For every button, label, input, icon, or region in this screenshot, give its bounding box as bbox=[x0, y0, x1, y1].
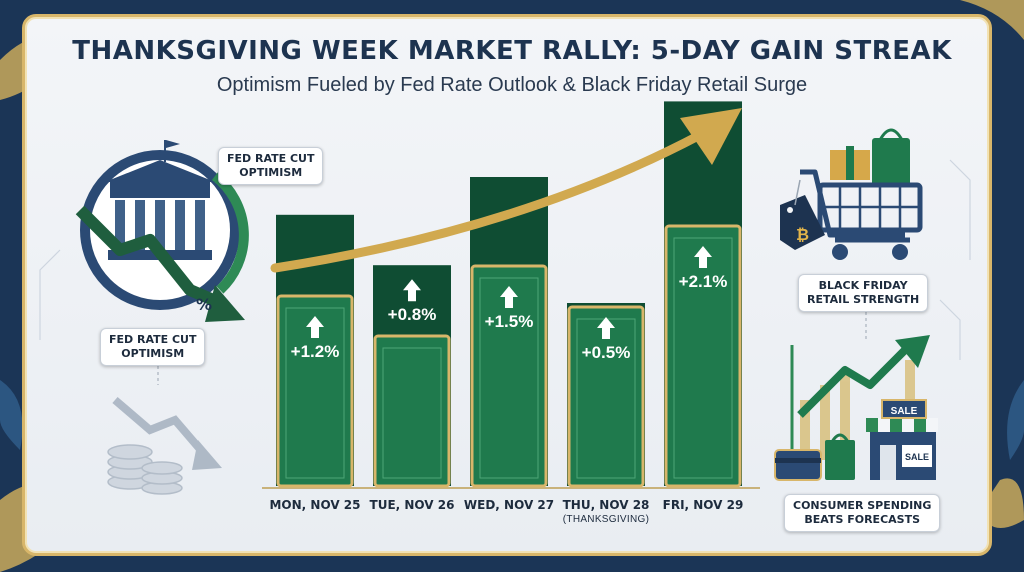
callout-fed-rate-bottom: FED RATE CUT OPTIMISM bbox=[100, 328, 206, 366]
x-axis-tick-label: THU, NOV 28 bbox=[562, 498, 650, 512]
up-arrow-icon bbox=[694, 246, 712, 268]
shopping-cart-icon bbox=[800, 128, 923, 260]
chart-title: THANKSGIVING WEEK MARKET RALLY: 5-DAY GA… bbox=[72, 36, 952, 66]
callout-fed-rate-top: FED RATE CUT OPTIMISM bbox=[218, 147, 324, 185]
bar-value-label: +1.2% bbox=[290, 342, 340, 361]
x-axis-tick-label: FRI, NOV 29 bbox=[662, 498, 744, 512]
growth-chart-icon bbox=[790, 335, 930, 460]
sale-sign: SALE bbox=[905, 452, 929, 462]
coin-stack-icon bbox=[107, 396, 222, 495]
up-arrow-icon bbox=[403, 279, 421, 302]
bar-value-label: +1.5% bbox=[484, 312, 534, 331]
callout-black-friday: BLACK FRIDAY RETAIL STRENGTH bbox=[798, 274, 929, 312]
bar bbox=[276, 294, 354, 488]
leaf-icon bbox=[960, 0, 1024, 40]
bar bbox=[373, 334, 451, 488]
rising-trend-arrow-icon bbox=[270, 108, 742, 273]
bar-group bbox=[276, 101, 742, 488]
price-tag-icon bbox=[780, 179, 825, 250]
bar-value-label: +2.1% bbox=[678, 272, 728, 291]
credit-card-icon bbox=[774, 449, 822, 481]
callout-consumer-spending: CONSUMER SPENDING BEATS FORECASTS bbox=[784, 494, 941, 532]
bar-inner-frame bbox=[285, 307, 345, 479]
percent-icon: % bbox=[196, 295, 212, 314]
chart-subtitle: Optimism Fueled by Fed Rate Outlook & Bl… bbox=[216, 74, 808, 96]
bar-value-label: +0.5% bbox=[581, 343, 631, 362]
bar bbox=[567, 305, 645, 488]
bitcoin-icon: ₿ bbox=[796, 226, 809, 244]
falling-arrow-icon bbox=[75, 205, 245, 322]
leaf-icon bbox=[1007, 380, 1024, 460]
x-axis-tick-note: (THANKSGIVING) bbox=[562, 514, 650, 525]
x-axis-tick-label: WED, NOV 27 bbox=[463, 498, 555, 512]
bar bbox=[470, 264, 548, 488]
up-arrow-icon bbox=[597, 317, 615, 339]
storefront-icon bbox=[866, 399, 938, 480]
shopping-bag-icon bbox=[825, 433, 855, 480]
up-arrow-icon bbox=[500, 286, 518, 308]
x-axis-tick-label: MON, NOV 25 bbox=[269, 498, 361, 512]
leaf-icon bbox=[0, 380, 23, 450]
bar bbox=[664, 224, 742, 488]
bar-inner-frame bbox=[479, 277, 539, 479]
bar-inner-frame bbox=[673, 237, 733, 479]
x-axis-tick-label: TUE, NOV 26 bbox=[369, 498, 455, 512]
federal-reserve-building-icon bbox=[80, 140, 249, 310]
bar-value-label: +0.8% bbox=[387, 305, 437, 325]
bar-inner-frame bbox=[382, 347, 442, 479]
sale-sign: SALE bbox=[891, 406, 918, 417]
up-arrow-icon bbox=[306, 316, 324, 338]
